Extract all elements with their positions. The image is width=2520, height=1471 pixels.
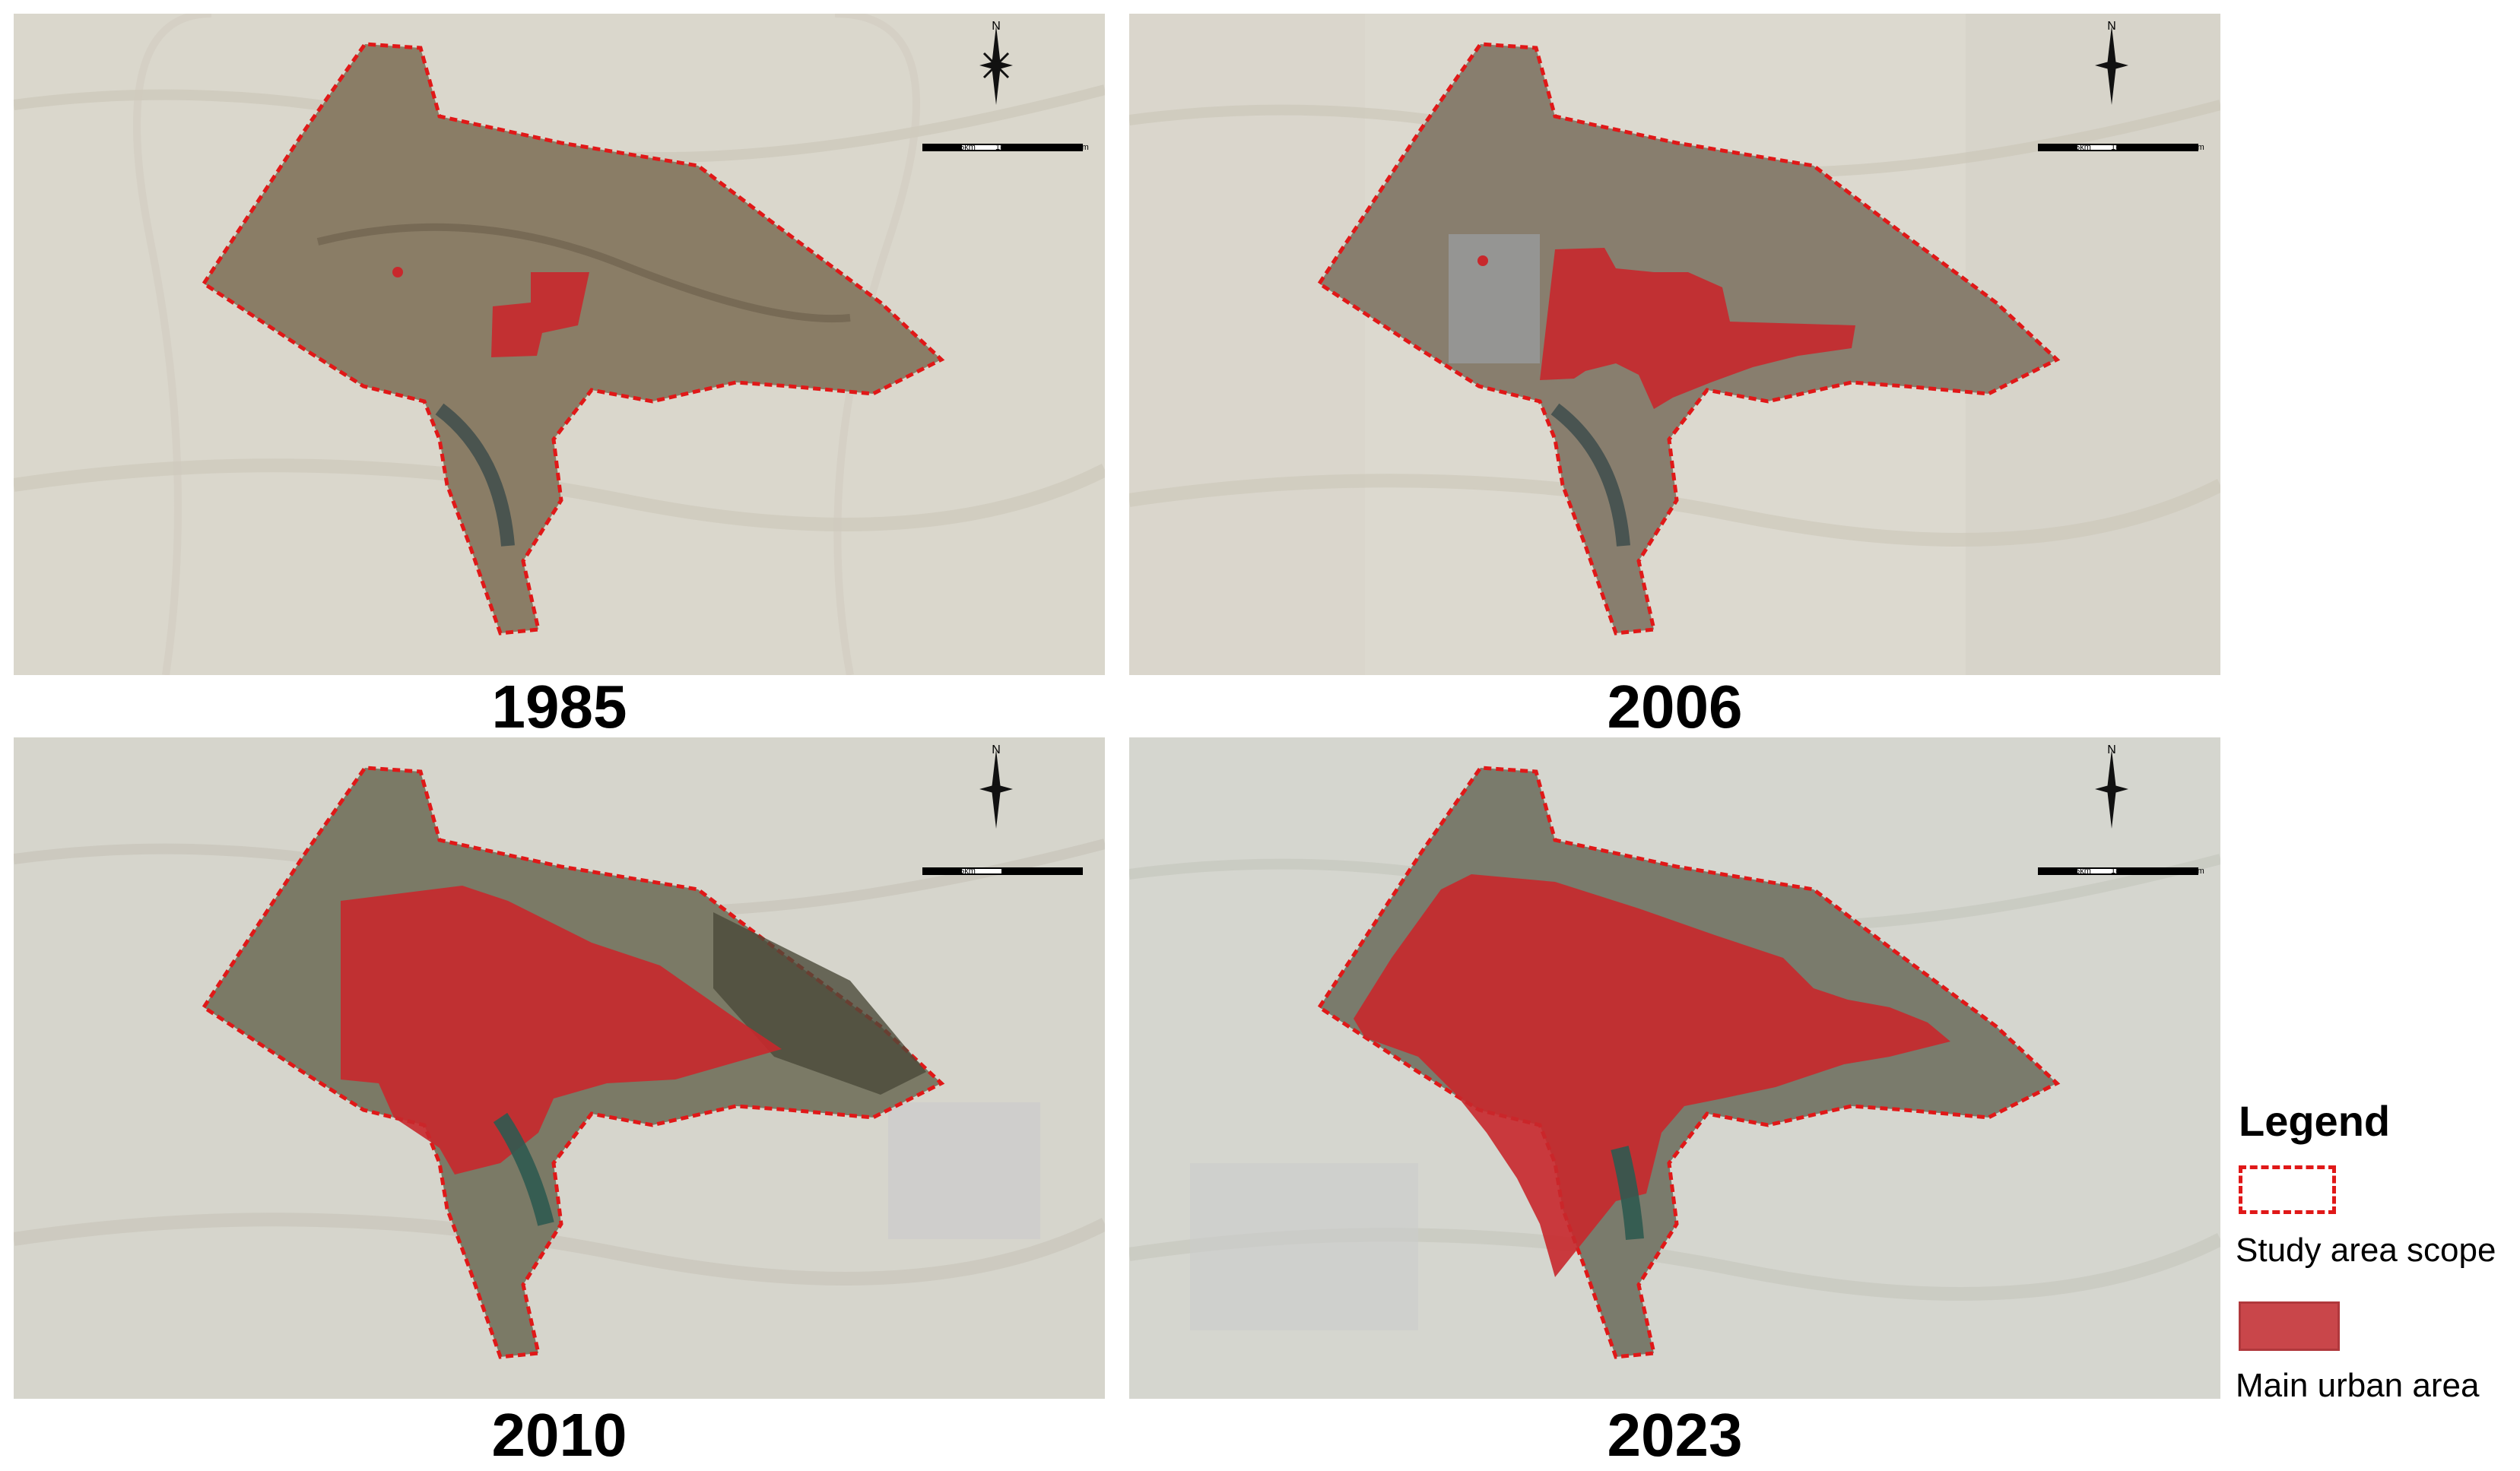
scale-label-0: 0 <box>2038 867 2043 876</box>
year-label-2023: 2023 <box>1607 1401 1743 1469</box>
year-label-1985: 1985 <box>491 673 627 740</box>
north-arrow-icon <box>2095 26 2128 105</box>
scale-bar-2023: 0 0.5km 1km 2km <box>2038 867 2205 877</box>
north-arrow-icon <box>979 750 1013 829</box>
urban-area-2006 <box>1540 248 1855 409</box>
north-arrow-2010: N <box>973 743 1019 850</box>
scale-label-2: 2km <box>2188 143 2204 152</box>
scale-bar-2010: 0 0.5km <box>922 867 1090 877</box>
scale-label-half: 0.5km <box>953 867 976 876</box>
north-arrow-1985: N <box>973 20 1019 126</box>
scale-label-1: 1km <box>2111 867 2127 876</box>
north-arrow-icon <box>979 26 1013 105</box>
urban-area-2010 <box>341 886 782 1175</box>
legend-title: Legend <box>2239 1097 2391 1145</box>
satellite-map-2010 <box>14 737 1105 1399</box>
scale-bar-graphic <box>2038 867 2198 875</box>
scale-label-1: 1km <box>2111 143 2127 152</box>
scale-label-half: 0.5km <box>2068 143 2091 152</box>
scale-label-0: 0 <box>922 143 928 152</box>
study-area-legend-swatch <box>2239 1165 2336 1214</box>
satellite-map-2006 <box>1129 14 2220 675</box>
map-panel-2010: N 0 0.5km <box>14 737 1105 1399</box>
scale-bar-graphic <box>922 144 1083 151</box>
study-area-legend-label: Study area scope <box>2236 1232 2496 1269</box>
north-arrow-2006: N <box>2089 20 2134 126</box>
scale-label-half: 0.5km <box>2068 867 2091 876</box>
scale-bar-1985: 0 0.5km 1km 2km <box>922 143 1090 154</box>
satellite-map-1985 <box>14 14 1105 675</box>
satellite-map-2023 <box>1129 737 2220 1399</box>
scale-label-2: 2km <box>2188 867 2204 876</box>
urban-area-2023 <box>1354 874 1950 1277</box>
scale-bar-graphic <box>922 867 1083 875</box>
scale-label-0: 0 <box>922 867 928 876</box>
scale-bar-2006: 0 0.5km 1km 2km <box>2038 143 2205 154</box>
map-panel-2006: N 0 0.5km 1km 2km <box>1129 14 2220 675</box>
scale-label-half: 0.5km <box>953 143 976 152</box>
urban-area-legend-label: Main urban area <box>2236 1367 2480 1404</box>
north-arrow-icon <box>2095 750 2128 829</box>
urban-area-1985 <box>491 272 589 357</box>
study-area-1985 <box>201 42 945 636</box>
north-arrow-2023: N <box>2089 743 2134 850</box>
scale-label-2: 2km <box>1073 143 1089 152</box>
year-label-2006: 2006 <box>1607 673 1743 740</box>
scale-label-0: 0 <box>2038 143 2043 152</box>
map-panel-2023: N 0 0.5km 1km 2km <box>1129 737 2220 1399</box>
year-label-2010: 2010 <box>491 1401 627 1469</box>
urban-area-legend-swatch <box>2239 1301 2340 1351</box>
map-panel-1985: N 0 0.5km 1km 2km <box>14 14 1105 675</box>
scale-label-1: 1km <box>995 143 1011 152</box>
scale-bar-graphic <box>2038 144 2198 151</box>
